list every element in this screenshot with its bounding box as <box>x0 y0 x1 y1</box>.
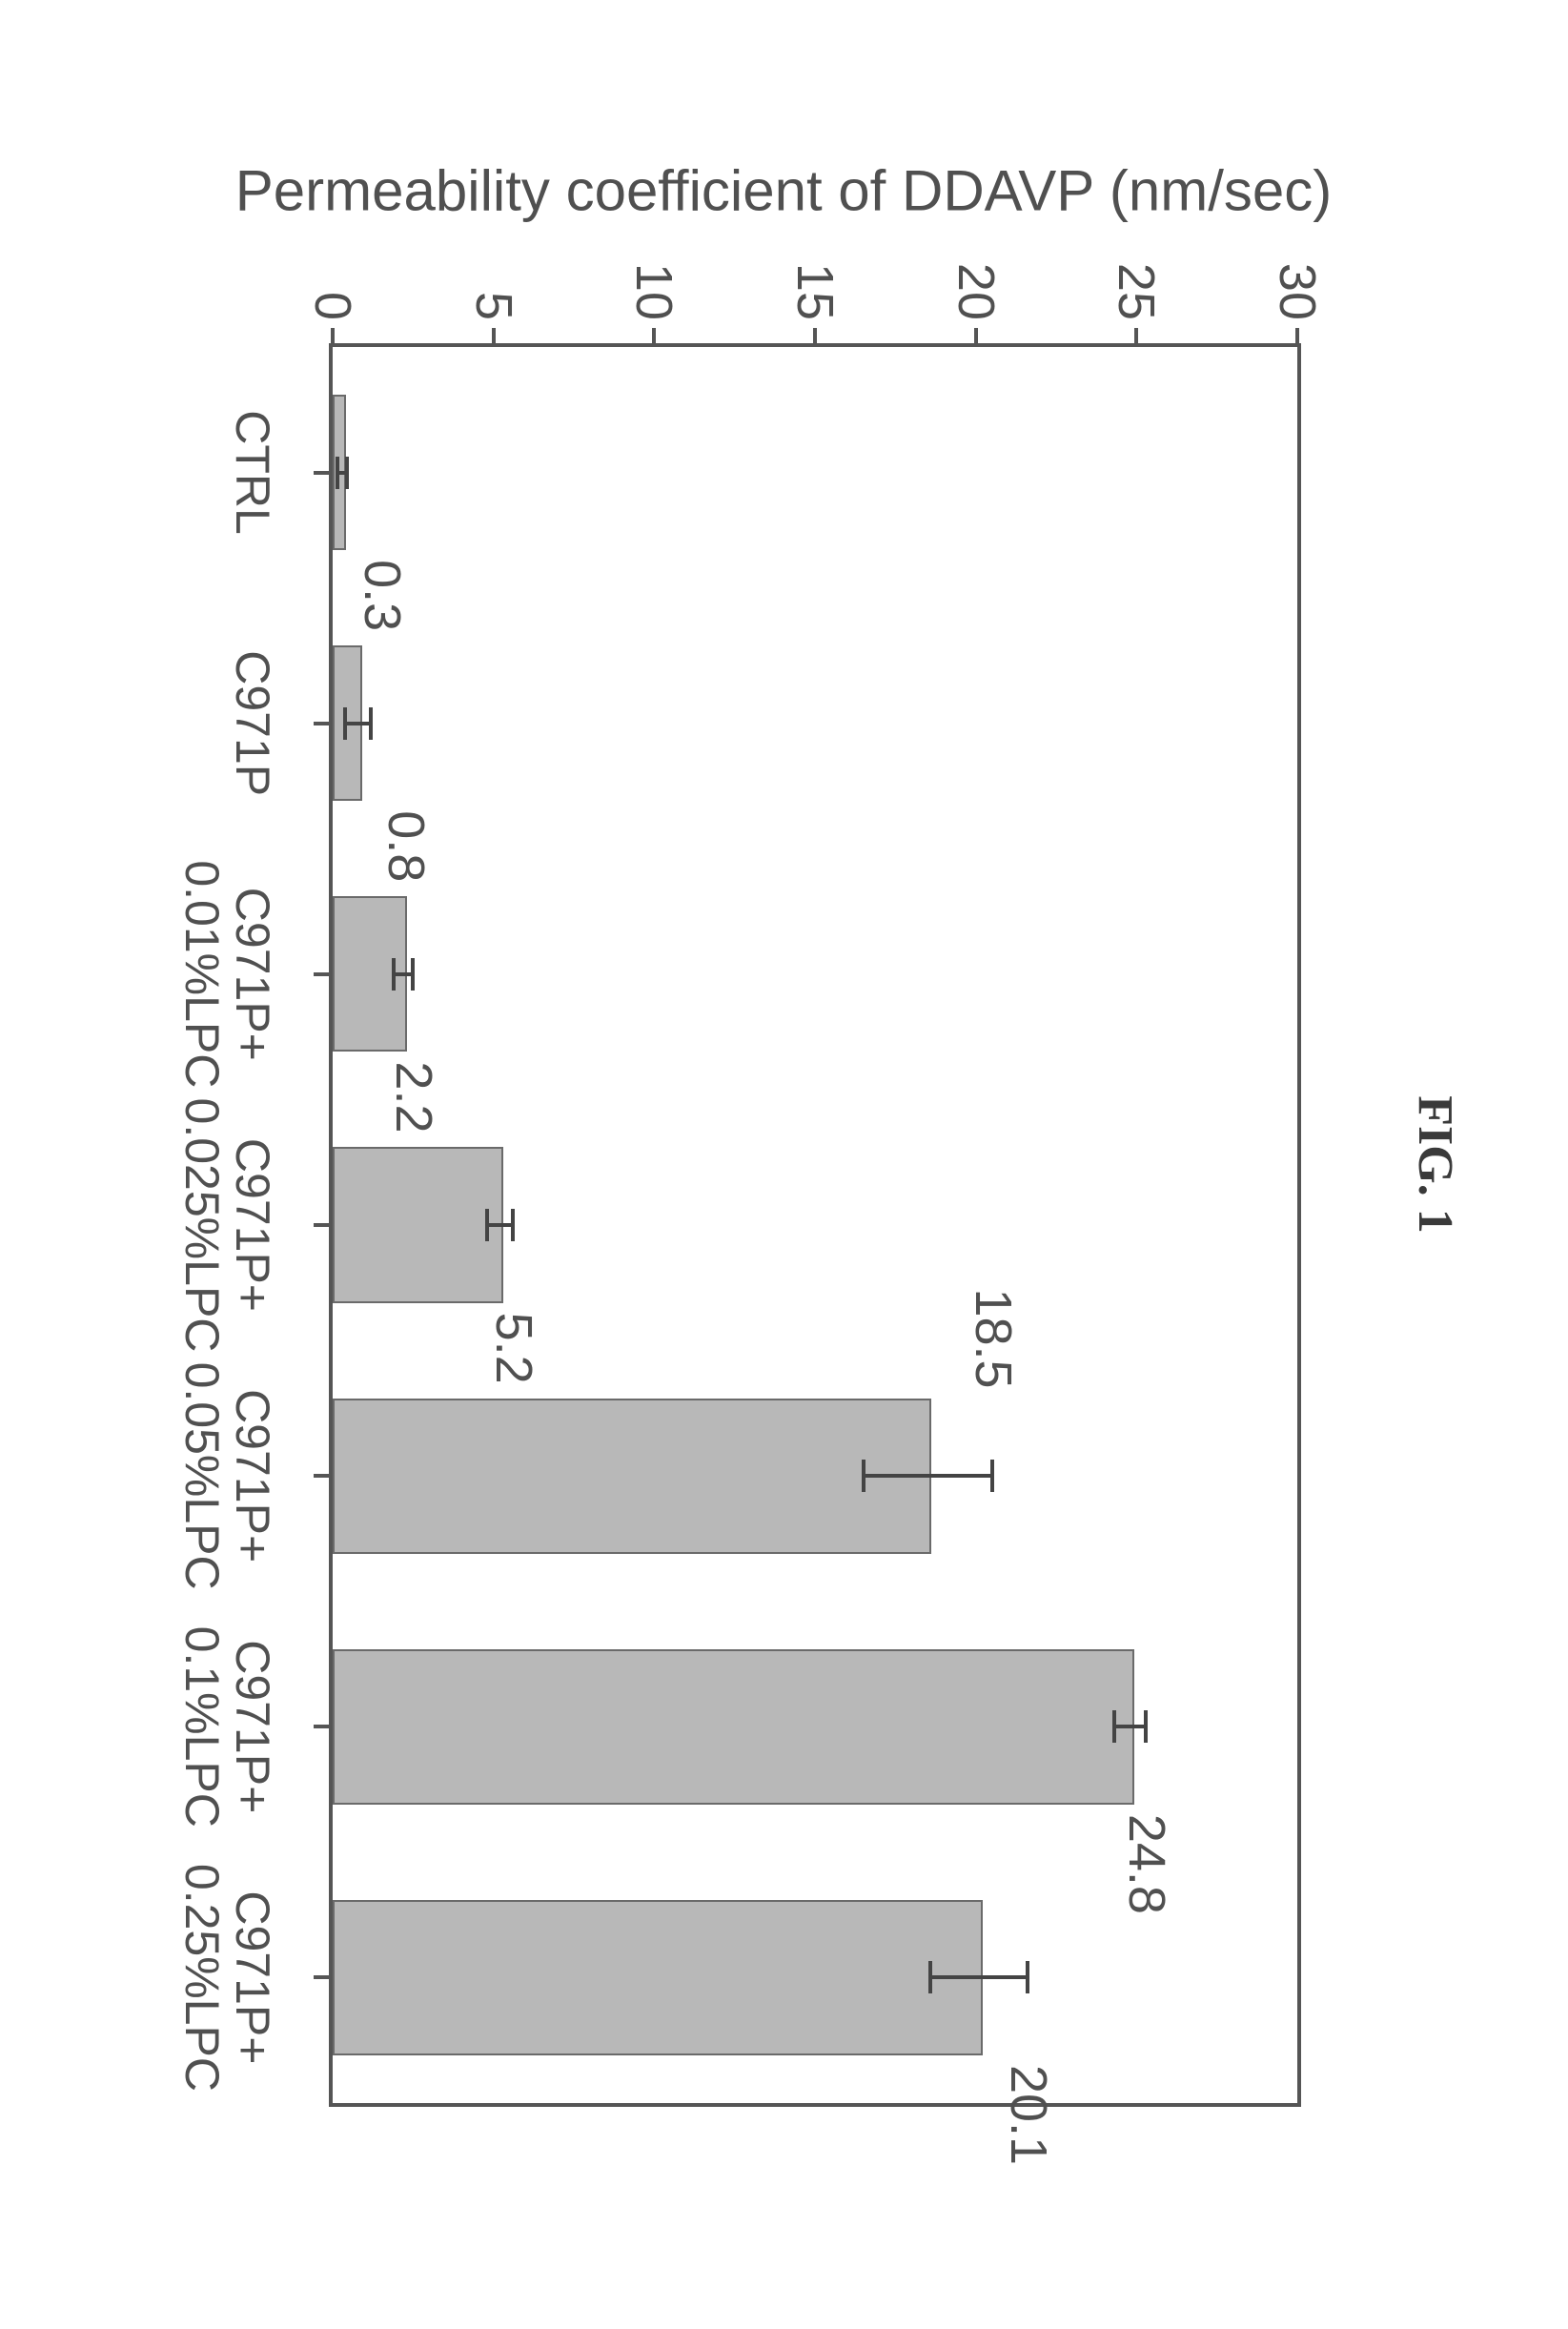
error-bar <box>337 471 347 475</box>
x-tick <box>314 1223 333 1227</box>
error-bar <box>1114 1725 1147 1728</box>
bar-slot: 0.3CTRL <box>333 395 1297 550</box>
bar-slot: 0.8C971P <box>333 645 1297 801</box>
y-tick <box>492 328 496 347</box>
y-tick-label: 15 <box>785 263 845 320</box>
y-tick-label: 0 <box>303 292 362 320</box>
x-tick-label: CTRL <box>228 410 278 535</box>
y-tick-label: 5 <box>464 292 523 320</box>
x-tick-label: C971P+ 0.01%LPC <box>177 860 277 1088</box>
bar <box>333 1399 931 1554</box>
y-tick-label: 10 <box>624 263 683 320</box>
bar-slot: 24.8C971P+ 0.1%LPC <box>333 1649 1297 1805</box>
bar-value-label: 2.2 <box>384 1061 443 1133</box>
y-tick <box>813 328 817 347</box>
figure-title: FIG. 1 <box>1407 0 1463 2329</box>
bar-slot: 18.5C971P+ 0.05%LPC <box>333 1399 1297 1554</box>
bar-slot: 2.2C971P+ 0.01%LPC <box>333 896 1297 1052</box>
error-bar <box>394 972 413 976</box>
bar-value-label: 0.8 <box>377 810 436 882</box>
y-tick-label: 30 <box>1268 263 1327 320</box>
x-tick <box>314 972 333 976</box>
error-bar <box>345 722 371 725</box>
error-bar <box>487 1223 513 1227</box>
figure-canvas: FIG. 1 Permeability coefficient of DDAVP… <box>0 0 1568 2329</box>
x-tick-label: C971P+ 0.25%LPC <box>177 1864 277 2092</box>
y-tick <box>1295 328 1299 347</box>
y-tick <box>974 328 978 347</box>
bar-value-label: 0.3 <box>353 560 412 631</box>
x-tick <box>314 722 333 725</box>
bar-value-label: 20.1 <box>999 2065 1058 2165</box>
bar-slot: 20.1C971P+ 0.25%LPC <box>333 1900 1297 2055</box>
bar-value-label: 18.5 <box>964 1288 1023 1388</box>
x-tick-label: C971P+ 0.025%LPC <box>177 1098 277 1353</box>
x-tick-label: C971P+ 0.05%LPC <box>177 1362 277 1590</box>
bar-chart-plot-area: 0510152025300.3CTRL0.8C971P2.2C971P+ 0.0… <box>329 343 1301 2107</box>
y-tick-label: 25 <box>1107 263 1166 320</box>
y-tick <box>1134 328 1138 347</box>
x-tick <box>314 471 333 475</box>
bar <box>333 1649 1134 1805</box>
x-tick-label: C971P <box>228 650 278 796</box>
bar-slot: 5.2C971P+ 0.025%LPC <box>333 1147 1297 1302</box>
error-bar <box>930 1975 1027 1979</box>
y-tick-label: 20 <box>947 263 1006 320</box>
x-tick <box>314 1474 333 1478</box>
y-tick <box>331 328 335 347</box>
x-tick-label: C971P+ 0.1%LPC <box>177 1626 277 1828</box>
page-rotated-container: FIG. 1 Permeability coefficient of DDAVP… <box>0 0 1568 1568</box>
bar-value-label: 5.2 <box>484 1313 543 1384</box>
bar <box>333 1147 503 1302</box>
x-tick <box>314 1725 333 1728</box>
y-axis-label: Permeability coefficient of DDAVP (nm/se… <box>235 158 1332 224</box>
x-tick <box>314 1975 333 1979</box>
bar <box>333 1900 983 2055</box>
y-tick <box>652 328 656 347</box>
error-bar <box>864 1474 992 1478</box>
